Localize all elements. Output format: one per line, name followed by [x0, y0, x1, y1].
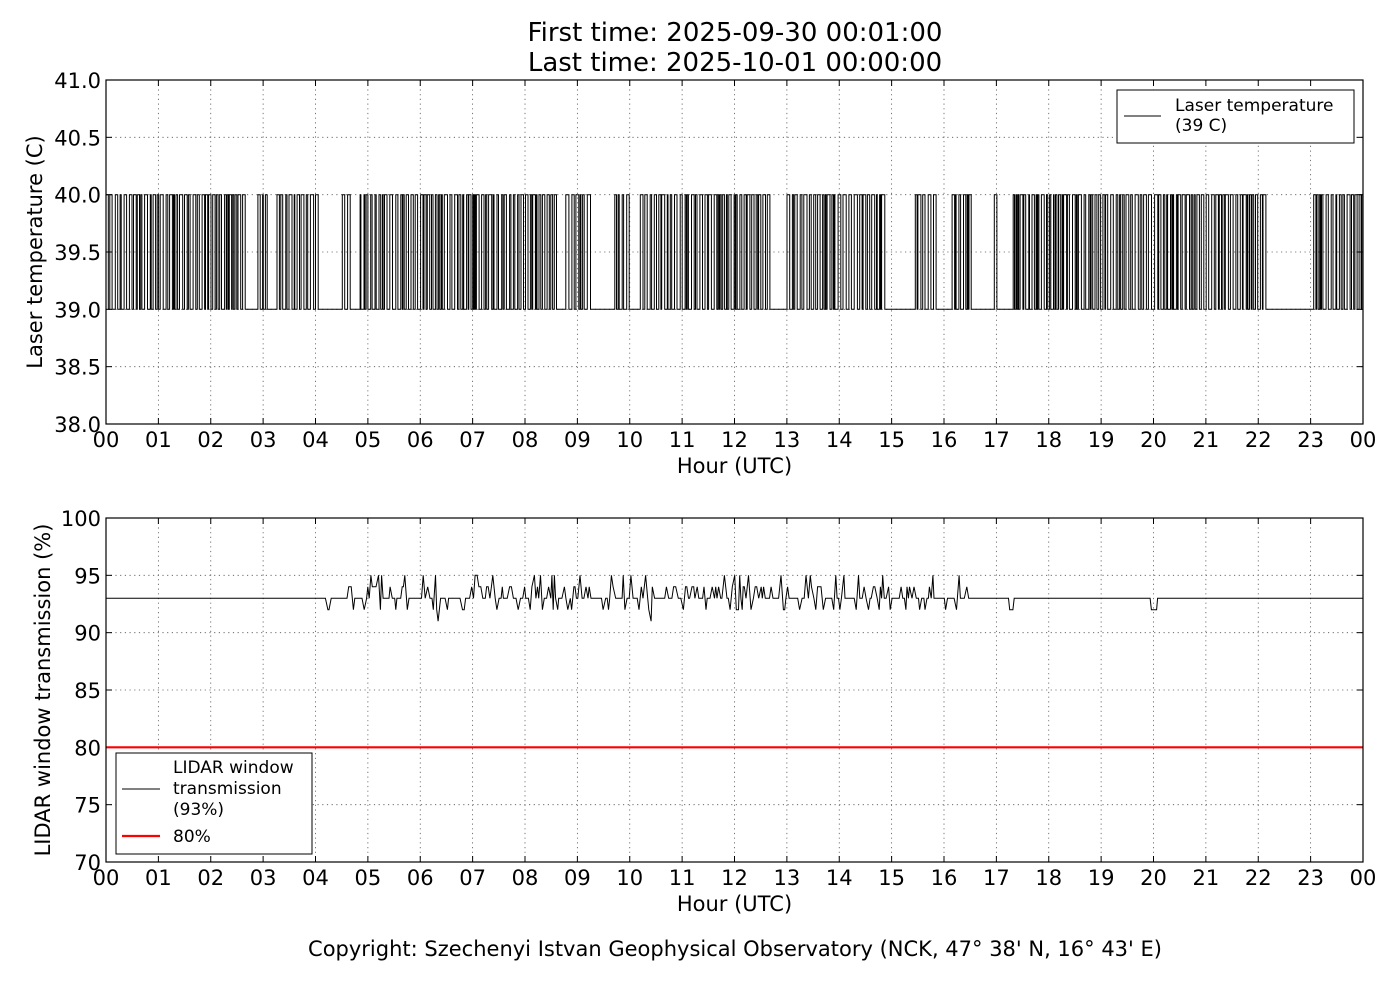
- x-tick-label: 19: [1088, 428, 1115, 452]
- x-tick-label: 06: [407, 428, 434, 452]
- x-tick-label: 14: [826, 428, 853, 452]
- y-tick-label: 70: [74, 851, 101, 875]
- x-tick-label: 11: [669, 428, 696, 452]
- x-tick-label: 22: [1245, 866, 1272, 890]
- x-tick-label: 23: [1297, 428, 1324, 452]
- x-tick-label: 18: [1035, 428, 1062, 452]
- x-tick-label: 00: [1350, 866, 1377, 890]
- x-tick-label: 07: [459, 866, 486, 890]
- x-tick-label: 11: [669, 866, 696, 890]
- x-tick-label: 10: [616, 428, 643, 452]
- x-tick-label: 06: [407, 866, 434, 890]
- x-tick-label: 12: [721, 428, 748, 452]
- legend-label-80: 80%: [173, 827, 211, 847]
- y-tick-label: 40.0: [54, 184, 101, 208]
- x-tick-label: 17: [983, 866, 1010, 890]
- y-tick-label: 41.0: [54, 69, 101, 93]
- x-tick-label: 21: [1193, 866, 1220, 890]
- x-tick-label: 13: [774, 428, 801, 452]
- y-tick-label: 80: [74, 736, 101, 760]
- x-tick-label: 10: [616, 866, 643, 890]
- y-tick-label: 40.5: [54, 126, 101, 150]
- x-tick-label: 04: [302, 866, 329, 890]
- y-tick-label: 90: [74, 622, 101, 646]
- x-tick-label: 04: [302, 428, 329, 452]
- x-tick-label: 05: [355, 866, 382, 890]
- x-tick-label: 00: [93, 866, 120, 890]
- x-tick-label: 20: [1140, 866, 1167, 890]
- x-tick-label: 15: [878, 866, 905, 890]
- x-tick-label: 01: [145, 866, 172, 890]
- x-tick-label: 02: [197, 866, 224, 890]
- plot-frame: [105, 79, 1364, 425]
- laser-temperature-chart: 00 01 02 03 04 05 06 07 08 09 10 11 12 13 14 15 16 17 18 19…: [23, 69, 1376, 478]
- x-tick-label: 20: [1140, 428, 1167, 452]
- copyright-footer: Copyright: Szechenyi Istvan Geophysical …: [308, 937, 1162, 961]
- x-tick-label: 01: [145, 428, 172, 452]
- x-tick-label: 03: [250, 428, 277, 452]
- x-axis-label: Hour (UTC): [677, 454, 792, 478]
- x-tick-label: 15: [878, 428, 905, 452]
- x-tick-label: 23: [1297, 866, 1324, 890]
- x-tick-label: 07: [459, 428, 486, 452]
- y-tick-label: 85: [74, 679, 101, 703]
- legend-label-transmission-1: LIDAR window: [173, 758, 294, 778]
- lidar-transmission-series: [106, 574, 1363, 622]
- x-tick-label: 16: [931, 428, 958, 452]
- laser-temperature-series: [106, 194, 1364, 310]
- x-tick-label: 12: [721, 866, 748, 890]
- y-tick-label: 100: [61, 507, 101, 531]
- y-axis-label: Laser temperature (C): [23, 135, 47, 368]
- x-tick-label: 16: [931, 866, 958, 890]
- x-tick-label: 22: [1245, 428, 1272, 452]
- x-tick-label: 00: [93, 428, 120, 452]
- x-tick-label: 18: [1035, 866, 1062, 890]
- y-tick-label: 38.5: [54, 356, 101, 380]
- x-tick-label: 21: [1193, 428, 1220, 452]
- legend-label-transmission-3: (93%): [173, 800, 224, 820]
- x-tick-label: 17: [983, 428, 1010, 452]
- y-tick-label: 38.0: [54, 413, 101, 437]
- chart-title-first-time: First time: 2025-09-30 00:01:00: [527, 18, 943, 48]
- x-tick-label: 08: [512, 866, 539, 890]
- x-tick-label: 09: [564, 866, 591, 890]
- legend-label-laser: Laser temperature: [1175, 96, 1333, 116]
- x-tick-label: 03: [250, 866, 277, 890]
- x-tick-label: 02: [197, 428, 224, 452]
- y-tick-label: 75: [74, 794, 101, 818]
- x-tick-label: 19: [1088, 866, 1115, 890]
- x-tick-label: 08: [512, 428, 539, 452]
- x-tick-label: 05: [355, 428, 382, 452]
- x-tick-label: 13: [774, 866, 801, 890]
- plot-frame: [105, 517, 1364, 863]
- x-tick-label: 00: [1350, 428, 1377, 452]
- x-tick-label: 14: [826, 866, 853, 890]
- y-tick-label: 95: [74, 564, 101, 588]
- legend-label-laser-value: (39 C): [1175, 116, 1227, 136]
- x-tick-label: 09: [564, 428, 591, 452]
- legend-label-transmission-2: transmission: [173, 779, 282, 799]
- y-tick-label: 39.0: [54, 298, 101, 322]
- y-tick-label: 39.5: [54, 241, 101, 265]
- lidar-transmission-chart: 00 01 02 03 04 05 06 07 08 09 10 11 12 13 14 15 16 17 18 19…: [31, 507, 1376, 916]
- y-axis-label: LIDAR window transmission (%): [31, 524, 55, 857]
- legend-box: [115, 752, 313, 855]
- chart-title-last-time: Last time: 2025-10-01 00:00:00: [527, 48, 943, 78]
- x-axis-label: Hour (UTC): [677, 892, 792, 916]
